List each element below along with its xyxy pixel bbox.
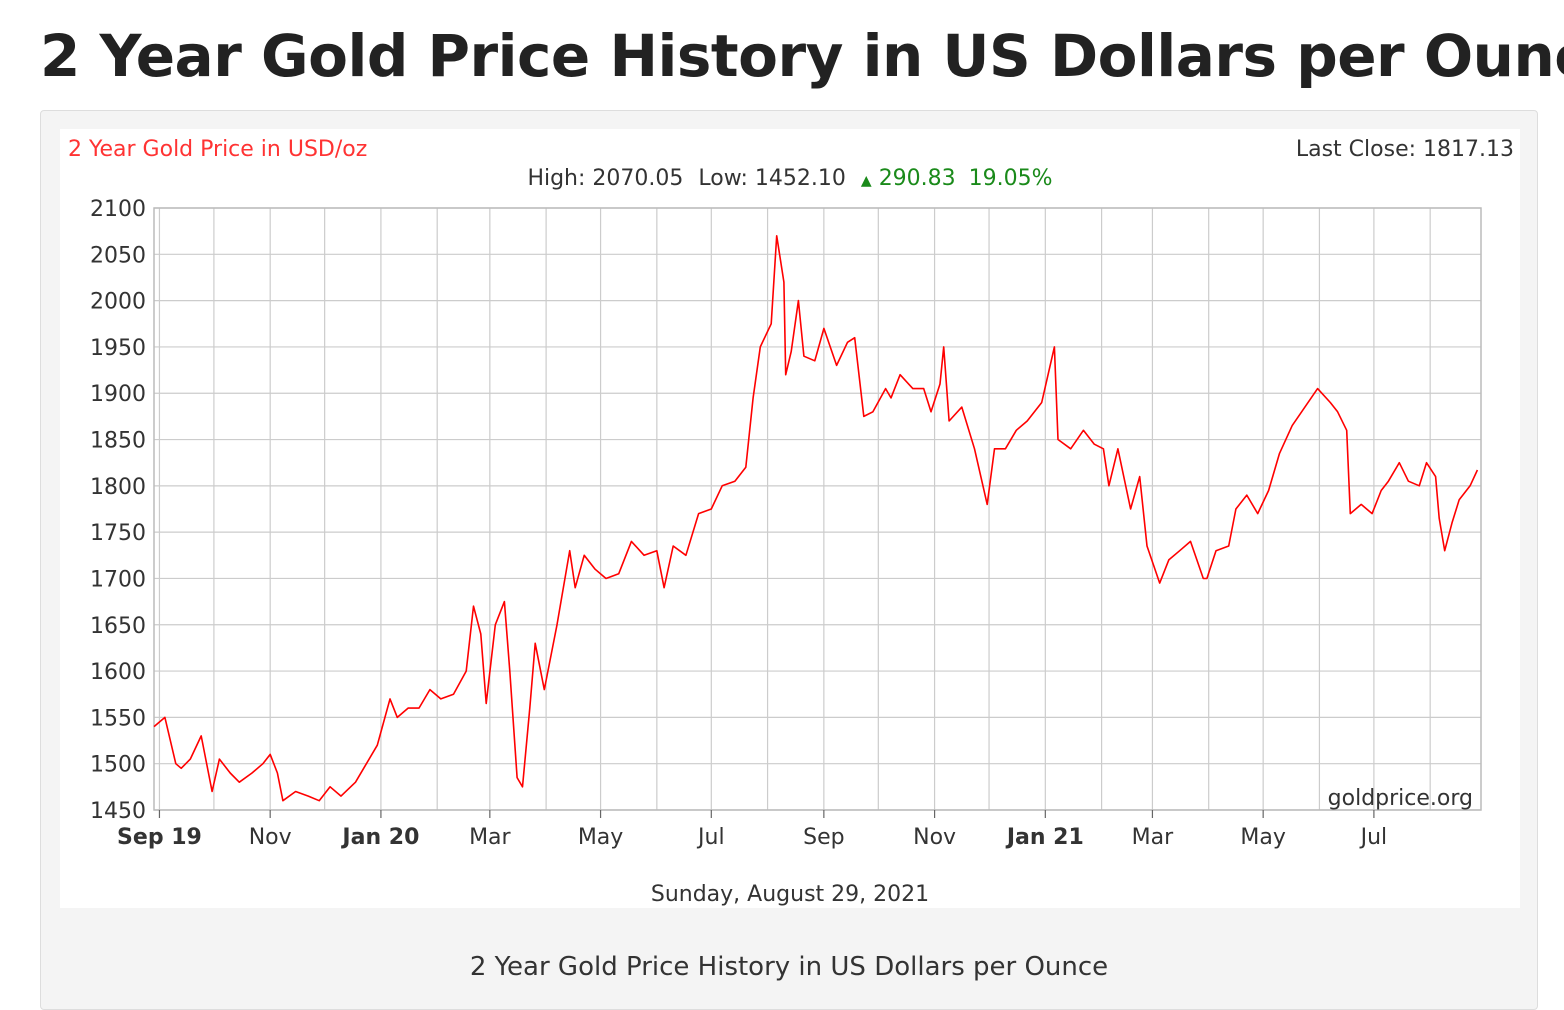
y-tick-label: 1500 xyxy=(90,753,146,778)
chart: 1450 1500 1550 1600 1650 1700 1750 1800 1850 1900… xyxy=(68,137,1514,907)
last-close-label: Last Close: 1817.13 xyxy=(1296,137,1514,162)
x-tick-label: Nov xyxy=(913,825,956,850)
plot-border xyxy=(153,207,1482,811)
chart-title: 2 Year Gold Price in USD/oz xyxy=(68,137,367,162)
price-line xyxy=(153,235,1479,802)
date-label: Sunday, August 29, 2021 xyxy=(651,882,929,907)
y-tick-label: 1950 xyxy=(90,336,146,361)
high-label: High: 2070.05 xyxy=(527,166,683,191)
x-tick-label: Jan 20 xyxy=(340,825,419,850)
x-tick-label: Jul xyxy=(696,825,725,850)
y-tick-label: 1800 xyxy=(90,475,146,500)
y-tick-label: 1750 xyxy=(90,521,146,546)
figure-caption: 2 Year Gold Price History in US Dollars … xyxy=(469,952,1109,982)
y-tick-label: 1550 xyxy=(90,706,146,731)
x-tick-label: Mar xyxy=(1132,825,1174,850)
x-tick-label: Nov xyxy=(249,825,292,850)
up-arrow-icon: ▲ xyxy=(861,173,872,189)
low-label: Low: 1452.10 xyxy=(698,166,846,191)
grid xyxy=(154,207,1481,811)
x-tick-label: Jul xyxy=(1359,825,1388,850)
y-tick-label: 2100 xyxy=(90,197,146,222)
watermark: goldprice.org xyxy=(1328,786,1473,811)
x-tick-label: Mar xyxy=(469,825,511,850)
y-axis: 1450 1500 1550 1600 1650 1700 1750 1800 1850 1900… xyxy=(90,197,146,824)
change-percent: 19.05% xyxy=(969,166,1053,191)
x-tick-label: Jan 21 xyxy=(1005,825,1084,850)
change-value: 290.83 xyxy=(879,166,956,191)
y-tick-label: 2050 xyxy=(90,243,146,268)
x-tick-label: May xyxy=(578,825,623,850)
x-tick-label: Sep 19 xyxy=(117,825,202,850)
x-axis: Sep 19 Nov Jan 20 Mar May Jul Sep Nov Jan 21 Mar M… xyxy=(117,810,1387,850)
page-title: 2 Year Gold Price History in US Dollars … xyxy=(40,22,1564,90)
y-tick-label: 1450 xyxy=(90,799,146,824)
stats-line: High: 2070.05 Low: 1452.10 ▲ 290.83 19.0… xyxy=(527,166,1052,191)
x-tick-label: Sep xyxy=(803,825,844,850)
y-tick-label: 1900 xyxy=(90,382,146,407)
y-tick-label: 1700 xyxy=(90,567,146,592)
x-tick-label: May xyxy=(1240,825,1285,850)
y-tick-label: 1850 xyxy=(90,429,146,454)
y-tick-label: 2000 xyxy=(90,290,146,315)
y-tick-label: 1650 xyxy=(90,614,146,639)
chart-panel: 1450 1500 1550 1600 1650 1700 1750 1800 1850 1900… xyxy=(60,129,1520,908)
y-tick-label: 1600 xyxy=(90,660,146,685)
